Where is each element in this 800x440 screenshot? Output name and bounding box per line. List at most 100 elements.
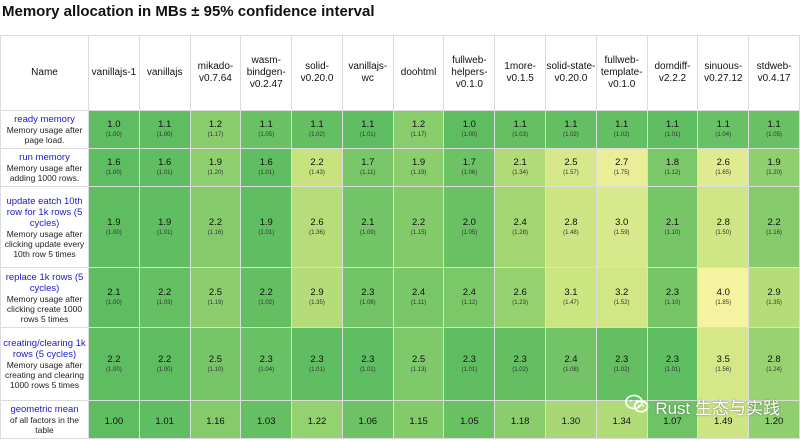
- cell-value: 1.9: [158, 216, 172, 228]
- cell-value: 1.1: [767, 119, 781, 130]
- result-cell: 1.00: [88, 400, 140, 439]
- cell-factor: (1.52): [613, 300, 630, 306]
- result-cell: 3.2 (1.52): [595, 267, 648, 328]
- row-description: of all factors in the table: [10, 415, 79, 435]
- result-cell: 2.3 (1.10): [646, 267, 699, 328]
- result-cell: 3.0 (1.59): [595, 186, 648, 268]
- result-cell: 2.6 (1.36): [291, 186, 343, 268]
- result-cell: 1.1 (1.05): [240, 110, 293, 149]
- cell-factor: (1.04): [715, 132, 732, 138]
- cell-value: 1.07: [663, 415, 682, 427]
- cell-factor: (1.01): [359, 132, 376, 138]
- row-title[interactable]: run memory: [19, 152, 70, 163]
- cell-factor: (1.47): [563, 300, 579, 306]
- cell-factor: (1.00): [106, 132, 122, 138]
- cell-factor: (1.10): [664, 229, 681, 236]
- cell-value: 2.3: [665, 353, 680, 365]
- row-title[interactable]: geometric mean: [10, 404, 79, 415]
- framework-header: domdiff-v2.2.2: [646, 35, 699, 111]
- cell-value: 1.15: [409, 415, 428, 427]
- cell-factor: (1.10): [207, 366, 224, 373]
- cell-value: 2.3: [462, 353, 476, 365]
- cell-factor: (1.36): [309, 229, 325, 236]
- result-cell: 1.0 (1.00): [88, 110, 140, 149]
- cell-value: 2.3: [361, 353, 375, 365]
- framework-header: wasm-bindgen-v0.2.47: [240, 35, 293, 111]
- cell-factor: (1.35): [309, 300, 325, 306]
- row-title[interactable]: replace 1k rows (5 cycles): [5, 271, 84, 294]
- cell-value: 1.8: [665, 157, 680, 168]
- cell-value: 1.1: [615, 119, 629, 130]
- cell-factor: (1.04): [258, 366, 275, 373]
- cell-value: 1.1: [716, 119, 730, 130]
- cell-factor: (1.85): [715, 300, 732, 306]
- result-cell: 2.5 (1.10): [189, 327, 242, 401]
- cell-factor: (1.16): [766, 229, 782, 236]
- cell-factor: (1.59): [613, 229, 630, 236]
- cell-factor: (1.12): [664, 170, 681, 176]
- result-cell: 2.2 (1.00): [138, 327, 191, 401]
- result-cell: 3.1 (1.47): [545, 267, 597, 328]
- cell-value: 2.4: [462, 287, 476, 298]
- cell-factor: (1.43): [309, 170, 325, 176]
- cell-factor: (1.02): [613, 132, 630, 138]
- cell-value: 2.2: [259, 287, 273, 298]
- cell-value: 2.1: [665, 216, 680, 228]
- name-column-header[interactable]: Name: [0, 35, 89, 111]
- cell-value: 2.9: [310, 287, 324, 298]
- result-cell: 2.4 (1.11): [392, 267, 445, 328]
- result-cell: 2.2 (1.02): [240, 267, 293, 328]
- cell-value: 1.1: [158, 119, 172, 130]
- result-cell: 2.2 (1.16): [189, 186, 242, 268]
- cell-value: 3.5: [716, 353, 730, 365]
- cell-value: 2.4: [564, 353, 578, 365]
- cell-value: 1.6: [259, 157, 273, 168]
- row-label: run memory Memory usage after adding 1000…: [0, 148, 89, 187]
- cell-value: 1.2: [208, 119, 223, 130]
- result-cell: 2.8 (1.48): [545, 186, 597, 268]
- cell-factor: (1.10): [664, 300, 681, 306]
- framework-header: vanillajs-wc: [341, 35, 394, 111]
- cell-factor: (1.02): [512, 366, 528, 373]
- framework-header: vanillajs-1: [88, 35, 140, 111]
- result-cell: 1.1 (1.04): [697, 110, 750, 149]
- cell-value: 1.2: [411, 119, 426, 130]
- cell-factor: (1.02): [563, 132, 579, 138]
- result-cell: 2.3 (1.02): [494, 327, 547, 401]
- result-cell: 1.1 (1.02): [291, 110, 343, 149]
- framework-header: doohtml: [392, 35, 445, 111]
- row-title[interactable]: update eatch 10th row for 1k rows (5 cyc…: [6, 195, 83, 229]
- result-cell: 2.5 (1.13): [392, 327, 445, 401]
- result-cell: 2.8 (1.24): [748, 327, 800, 401]
- result-cell: 1.9 (1.19): [392, 148, 445, 187]
- cell-factor: (1.00): [106, 229, 122, 236]
- cell-factor: (1.20): [207, 170, 224, 176]
- cell-value: 2.5: [208, 287, 223, 298]
- result-cell: 1.30: [545, 400, 597, 439]
- cell-value: 1.16: [206, 415, 225, 427]
- cell-value: 2.3: [361, 287, 375, 298]
- row-title[interactable]: ready memory: [14, 114, 75, 125]
- cell-value: 2.7: [615, 157, 629, 168]
- row-label: ready memory Memory usage after page load…: [0, 110, 89, 149]
- cell-value: 1.9: [107, 216, 121, 228]
- cell-value: 1.6: [107, 157, 121, 168]
- result-cell: 1.0 (1.00): [443, 110, 496, 149]
- cell-factor: (1.17): [207, 132, 224, 138]
- cell-factor: (1.19): [410, 170, 427, 176]
- cell-factor: (1.01): [461, 366, 478, 373]
- result-cell: 2.4 (1.12): [443, 267, 496, 328]
- result-cell: 1.06: [341, 400, 394, 439]
- row-label: update eatch 10th row for 1k rows (5 cyc…: [0, 186, 89, 268]
- result-cell: 1.6 (1.01): [240, 148, 293, 187]
- cell-factor: (1.00): [156, 132, 173, 138]
- cell-factor: (1.56): [715, 366, 732, 373]
- result-cell: 2.2 (1.15): [392, 186, 445, 268]
- cell-value: 2.6: [513, 287, 527, 298]
- row-title[interactable]: creating/clearing 1k rows (5 cycles): [3, 338, 86, 360]
- result-cell: 2.3 (1.01): [291, 327, 343, 401]
- cell-factor: (1.13): [410, 366, 427, 373]
- framework-header: vanillajs: [138, 35, 191, 111]
- cell-value: 1.1: [361, 119, 375, 130]
- cell-value: 2.2: [107, 353, 121, 365]
